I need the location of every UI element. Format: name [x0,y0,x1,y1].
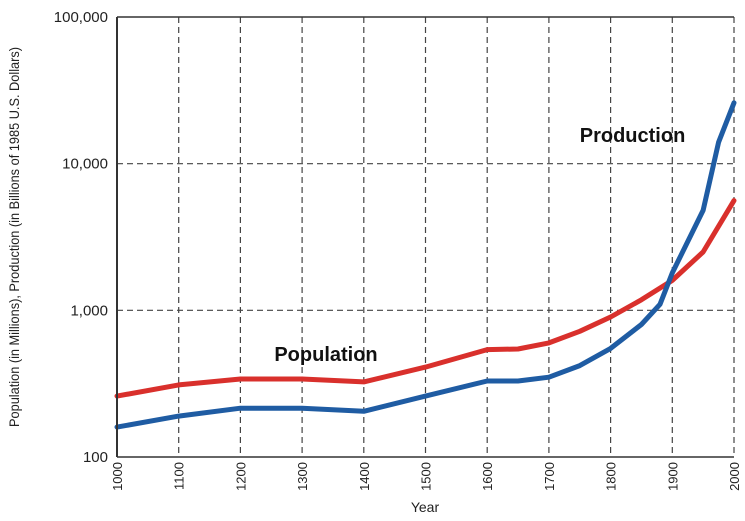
x-tick-label: 1500 [419,462,434,491]
axes [116,17,734,458]
series-labels: Population Production [274,125,685,366]
series-line-population [114,198,737,399]
y-tick-labels: 100 1,000 10,000 100,000 [54,9,108,466]
x-tick-label: 1000 [110,462,125,491]
x-tick-label: 1200 [233,462,248,491]
series-lines [114,100,737,430]
series-label-population: Population [274,344,377,366]
x-tick-label: 1600 [480,462,495,491]
x-tick-label: 1100 [172,462,187,490]
x-tick-label: 1900 [665,462,680,491]
x-tick-label: 1400 [357,462,372,491]
x-tick-label: 2000 [727,462,742,491]
x-axis-label: Year [411,499,440,515]
series-line-production [114,100,737,430]
x-tick-label: 1800 [604,462,619,491]
y-axis-label: Population (in Millions), Production (in… [6,47,22,427]
y-tick-label: 100 [83,449,108,466]
x-tick-label: 1700 [542,462,557,491]
series-label-production: Production [580,125,686,147]
x-tick-label: 1300 [295,462,310,491]
y-tick-label: 1,000 [70,302,108,319]
x-tick-labels: 1000 1100 1200 1300 1400 1500 1600 1700 1800 1900… [110,462,742,491]
grid-lines [117,16,735,457]
y-tick-label: 100,000 [54,9,108,26]
y-tick-label: 10,000 [62,156,108,173]
